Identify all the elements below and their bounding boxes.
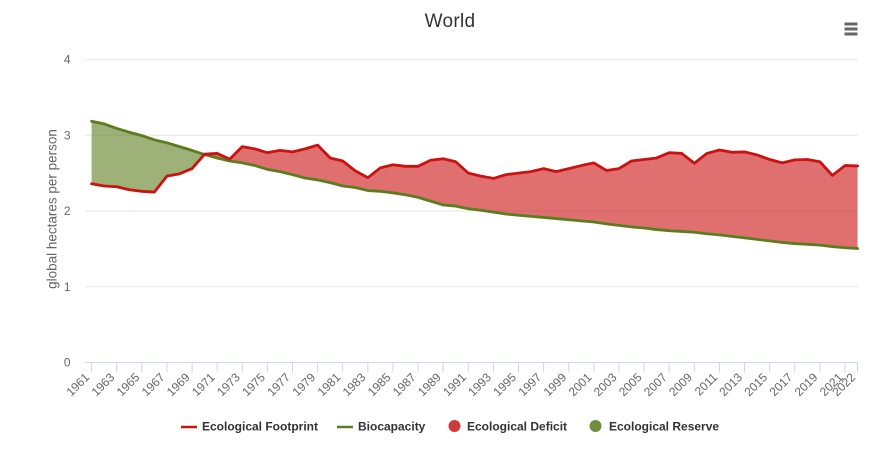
svg-text:Ecological Reserve: Ecological Reserve <box>609 420 719 434</box>
svg-text:Ecological Footprint: Ecological Footprint <box>202 420 318 434</box>
svg-text:1: 1 <box>64 280 71 294</box>
svg-text:Biocapacity: Biocapacity <box>358 420 426 434</box>
svg-text:Ecological Deficit: Ecological Deficit <box>467 420 567 434</box>
svg-text:global hectares per person: global hectares per person <box>45 129 60 289</box>
svg-text:4: 4 <box>64 53 71 67</box>
svg-text:3: 3 <box>64 128 71 142</box>
svg-text:2: 2 <box>64 204 71 218</box>
svg-text:0: 0 <box>64 356 71 370</box>
svg-text:World: World <box>425 11 476 32</box>
